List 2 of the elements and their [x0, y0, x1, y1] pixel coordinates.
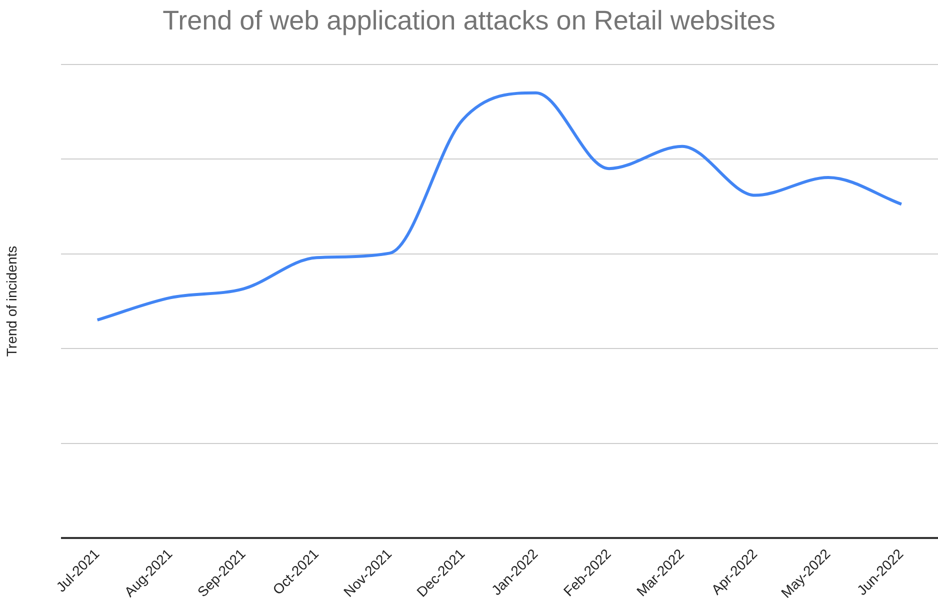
y-axis-title: Trend of incidents	[3, 246, 20, 357]
chart-title: Trend of web application attacks on Retail websites	[162, 6, 776, 36]
